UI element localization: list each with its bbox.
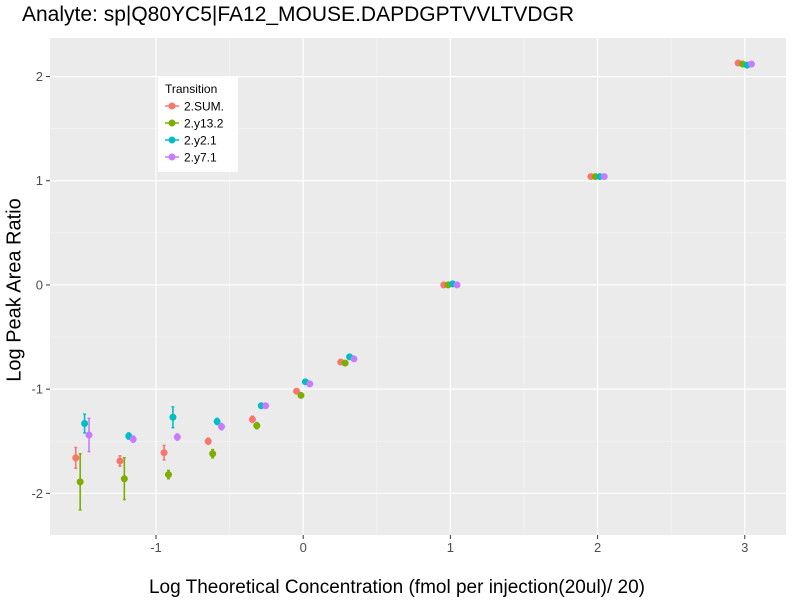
data-point bbox=[160, 449, 168, 457]
data-point bbox=[253, 422, 261, 430]
data-point bbox=[85, 431, 93, 439]
data-point bbox=[600, 173, 608, 181]
data-point bbox=[297, 391, 305, 399]
legend-item: 2.y7.1 bbox=[165, 151, 217, 165]
x-tick-label: -1 bbox=[150, 540, 162, 555]
data-point bbox=[217, 423, 225, 431]
legend-label: 2.y13.2 bbox=[184, 117, 224, 131]
data-point bbox=[81, 420, 89, 428]
data-point bbox=[453, 281, 461, 289]
x-tick-label: 2 bbox=[594, 540, 601, 555]
series-2.y7.1 bbox=[85, 60, 755, 453]
data-point bbox=[213, 417, 221, 425]
series-2.y13.2 bbox=[76, 60, 747, 511]
legend-label: 2.SUM. bbox=[184, 100, 224, 114]
y-tick-label: 0 bbox=[36, 277, 43, 292]
data-point bbox=[72, 454, 80, 462]
data-point bbox=[262, 402, 270, 410]
data-marks bbox=[72, 59, 755, 511]
y-tick-label: 2 bbox=[36, 69, 43, 84]
legend-label: 2.y2.1 bbox=[184, 134, 217, 148]
data-point bbox=[248, 415, 256, 423]
x-axis: -1 0 1 2 3 bbox=[150, 535, 748, 555]
legend-item: 2.y13.2 bbox=[165, 117, 224, 131]
x-tick-label: 1 bbox=[447, 540, 454, 555]
legend-key-point bbox=[168, 136, 176, 144]
data-point bbox=[164, 471, 172, 479]
legend-item: 2.y2.1 bbox=[165, 134, 217, 148]
data-point bbox=[76, 478, 84, 486]
legend-label: 2.y7.1 bbox=[184, 151, 217, 165]
x-axis-label: Log Theoretical Concentration (fmol per … bbox=[148, 577, 646, 598]
data-point bbox=[169, 413, 177, 421]
legend-key-point bbox=[168, 102, 176, 110]
y-tick-label: 1 bbox=[36, 173, 43, 188]
x-tick-label: 3 bbox=[741, 540, 748, 555]
chart-title: Analyte: sp|Q80YC5|FA12_MOUSE.DAPDGPTVVL… bbox=[22, 3, 575, 26]
minor-gridlines bbox=[50, 38, 786, 535]
legend-key-point bbox=[168, 153, 176, 161]
x-tick-label: 0 bbox=[300, 540, 307, 555]
legend: Transition 2.SUM. 2.y13.2 2.y2.1 2.y7.1 bbox=[158, 76, 238, 172]
data-point bbox=[341, 359, 349, 367]
legend-key-point bbox=[168, 119, 176, 127]
data-point bbox=[209, 450, 217, 458]
data-point bbox=[173, 433, 181, 441]
y-axis: -2 -1 0 1 2 bbox=[31, 69, 50, 501]
data-point bbox=[204, 437, 212, 445]
data-point bbox=[120, 475, 128, 483]
y-tick-label: -1 bbox=[31, 382, 43, 397]
y-tick-label: -2 bbox=[31, 486, 43, 501]
data-point bbox=[306, 380, 314, 388]
data-point bbox=[129, 435, 137, 443]
data-point bbox=[350, 355, 358, 363]
legend-item: 2.SUM. bbox=[165, 100, 224, 114]
data-point bbox=[116, 457, 124, 465]
legend-title: Transition bbox=[165, 82, 217, 96]
data-point bbox=[293, 387, 301, 395]
data-point bbox=[747, 60, 755, 68]
y-axis-label: Log Peak Area Ratio bbox=[3, 198, 26, 382]
